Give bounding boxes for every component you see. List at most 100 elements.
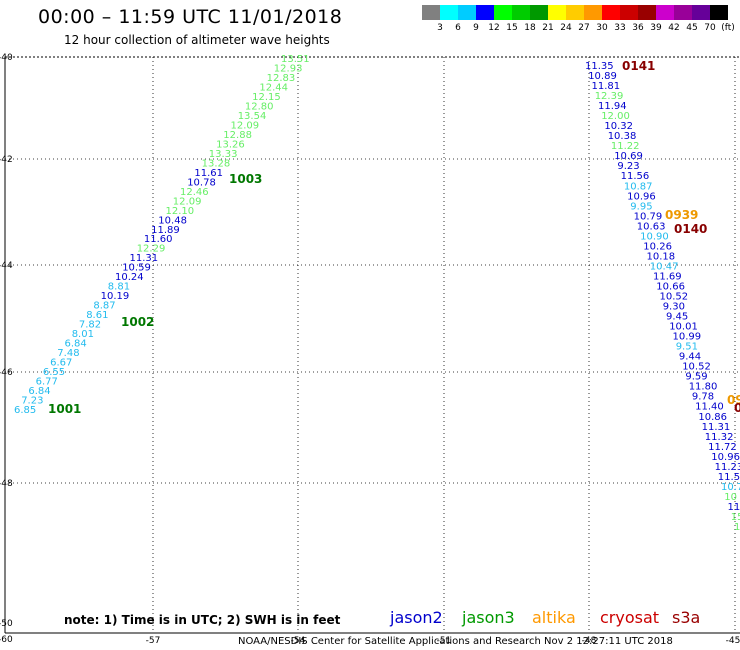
scale-label: 36 xyxy=(632,23,644,33)
scale-label: 21 xyxy=(542,23,554,33)
pass-id-label: 0939 xyxy=(665,208,698,222)
wave-height-value: 12.09 xyxy=(173,196,202,207)
lat-label: -40 xyxy=(0,53,13,63)
wave-height-value: 11.22 xyxy=(611,141,640,152)
wave-height-value: 13.26 xyxy=(216,139,245,150)
scale-label: 45 xyxy=(686,23,698,33)
scale-swatch xyxy=(692,5,710,20)
lon-label: -48 xyxy=(582,636,597,646)
scale-swatch xyxy=(638,5,656,20)
scale-swatch xyxy=(656,5,674,20)
wave-height-value: 10.69 xyxy=(614,151,643,162)
wave-height-value: 11.31 xyxy=(702,422,731,433)
wave-height-value: 11.72 xyxy=(708,442,737,453)
wave-height-value: 1 xyxy=(734,522,740,533)
satellite-legend-altika: altika xyxy=(532,608,576,627)
lat-label: -44 xyxy=(0,261,13,271)
wave-height-value: 10.52 xyxy=(660,292,689,303)
wave-height-value: 12.46 xyxy=(180,187,209,198)
wave-height-value: 10.96 xyxy=(711,452,740,463)
wave-height-value: 9.45 xyxy=(666,312,688,323)
wave-height-value: 10.96 xyxy=(627,191,656,202)
wave-height-value: 11.40 xyxy=(695,402,724,413)
wave-height-value: 10.26 xyxy=(643,241,672,252)
wave-height-value: 12.10 xyxy=(166,206,195,217)
scale-swatch xyxy=(566,5,584,20)
pass-id-label: 09 xyxy=(727,393,740,407)
wave-height-value: 10 xyxy=(724,492,737,503)
scale-label: 39 xyxy=(650,23,662,33)
wave-height-value: 12.15 xyxy=(252,92,281,103)
wave-height-value: 10.48 xyxy=(158,215,187,226)
map-subtitle: 12 hour collection of altimeter wave hei… xyxy=(64,33,330,47)
wave-height-value: 10.59 xyxy=(122,263,151,274)
scale-swatch xyxy=(548,5,566,20)
map-title: 00:00 – 11:59 UTC 11/01/2018 xyxy=(38,6,343,28)
wave-height-value: 11 xyxy=(728,502,740,513)
wave-height-value: 10.24 xyxy=(115,272,144,283)
wave-height-value: 10.7 xyxy=(721,482,740,493)
wave-height-value: 11.94 xyxy=(598,101,627,112)
wave-height-value: 10.78 xyxy=(187,177,216,188)
wave-height-value: 8.87 xyxy=(93,301,115,312)
lon-label: -45 xyxy=(726,636,740,646)
scale-label: 30 xyxy=(596,23,608,33)
wave-height-value: 11.32 xyxy=(705,432,734,443)
wave-height-value: 10.38 xyxy=(608,131,637,142)
scale-swatch xyxy=(476,5,494,20)
scale-swatch xyxy=(512,5,530,20)
scale-label: 15 xyxy=(506,23,518,33)
wave-height-value: 12.93 xyxy=(274,64,303,75)
pass-id-label: 0 xyxy=(734,401,740,415)
satellite-legend-jason3: jason3 xyxy=(462,608,515,627)
scale-label: (ft) xyxy=(721,23,735,33)
scale-label: 9 xyxy=(473,23,479,33)
wave-height-value: 10.90 xyxy=(640,231,669,242)
wave-height-value: 12.29 xyxy=(137,244,166,255)
wave-height-value: 10.19 xyxy=(101,291,130,302)
wave-height-value: 12.88 xyxy=(223,130,252,141)
lat-label: -50 xyxy=(0,619,13,629)
wave-height-value: 6.55 xyxy=(43,367,65,378)
scale-swatch xyxy=(530,5,548,20)
wave-height-value: 9.59 xyxy=(685,372,707,383)
scale-swatch xyxy=(602,5,620,20)
wave-height-value: 10.01 xyxy=(669,322,698,333)
wave-height-value: 10.87 xyxy=(624,181,653,192)
scale-label: 27 xyxy=(578,23,590,33)
wave-height-value: 11.56 xyxy=(621,171,650,182)
wave-height-value: 10.99 xyxy=(673,332,702,343)
scale-swatch xyxy=(458,5,476,20)
wave-height-value: 6.84 xyxy=(65,339,87,350)
wave-height-value: 11.55 xyxy=(718,472,740,483)
scale-label: 24 xyxy=(560,23,572,33)
pass-id-label: 1001 xyxy=(48,402,81,416)
wave-height-value: 10.89 xyxy=(588,71,617,82)
axis-labels: -57 -54 -51 -48 -45 -40 -42 -44 -46 -48 -50 -60 xyxy=(0,53,740,646)
wave-height-value: 12.39 xyxy=(595,91,624,102)
wave-height-value: 11.80 xyxy=(689,382,718,393)
wave-height-value: 12.09 xyxy=(231,120,260,131)
wave-height-value: 7.23 xyxy=(21,396,43,407)
satellite-legend-s3a: s3a xyxy=(672,608,701,627)
pass-id-label: 1003 xyxy=(229,172,262,186)
wave-height-value: 10.63 xyxy=(637,221,666,232)
map-frame xyxy=(4,56,740,634)
wave-height-value: 11.60 xyxy=(144,234,173,245)
satellite-legend-cryosat: cryosat xyxy=(600,608,660,627)
wave-height-value: 13.54 xyxy=(238,111,267,122)
wave-height-value: 10.66 xyxy=(656,282,685,293)
scale-label: 3 xyxy=(437,23,443,33)
scale-label: 6 xyxy=(455,23,461,33)
wave-height-value: 6.84 xyxy=(28,386,50,397)
lat-label: -46 xyxy=(0,368,13,378)
wave-height-value: 11.23 xyxy=(715,462,740,473)
wave-height-value: 9.30 xyxy=(663,302,685,313)
lat-label: -48 xyxy=(0,479,13,489)
wave-height-value: 11.31 xyxy=(130,253,159,264)
wave-height-value: 11.81 xyxy=(592,81,621,92)
wave-height-value: 9.51 xyxy=(676,342,698,353)
wave-height-value: 10.18 xyxy=(647,251,676,262)
wave-height-value: 6.67 xyxy=(50,358,72,369)
scale-swatch xyxy=(440,5,458,20)
